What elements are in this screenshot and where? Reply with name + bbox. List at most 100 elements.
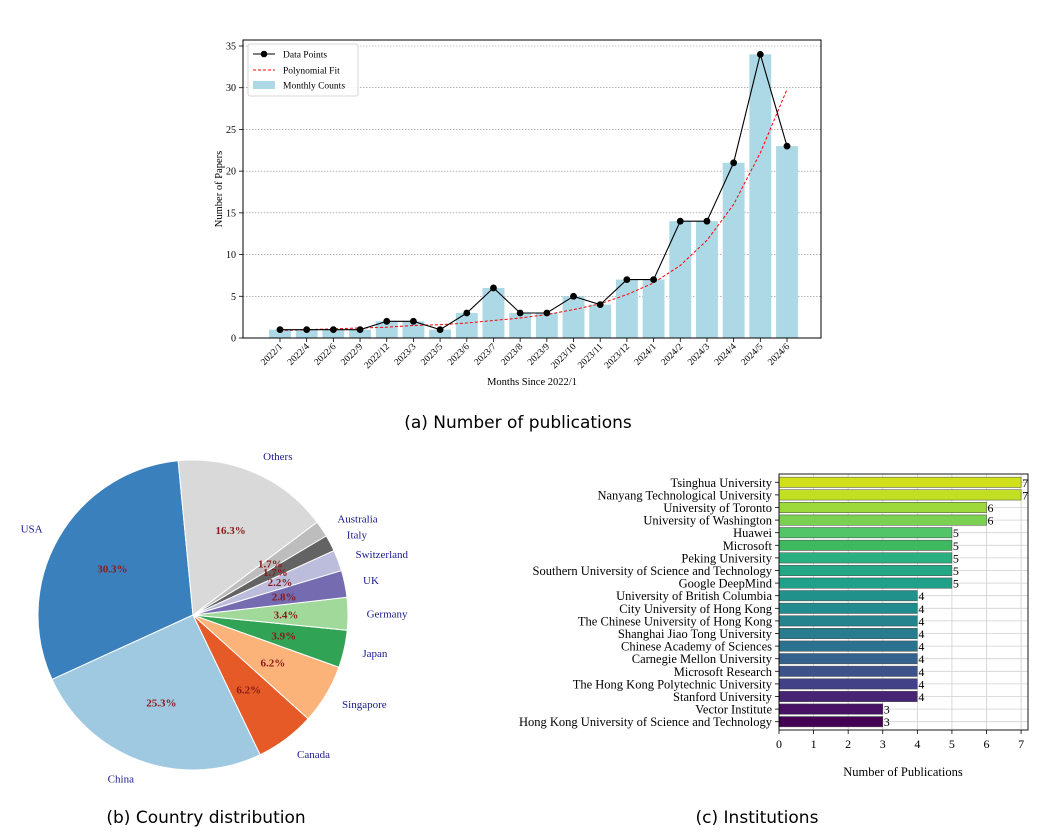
bar-2022/1 — [269, 329, 291, 338]
caption-c: (c) Institutions — [696, 808, 819, 828]
value-label: 4 — [918, 690, 924, 704]
bar-2 — [778, 502, 987, 513]
pie-slice-china — [51, 614, 261, 771]
y-tick-label: 15 — [226, 208, 236, 219]
bar-2022/12 — [375, 321, 398, 338]
y-tick-label: 25 — [226, 125, 236, 136]
value-label: 4 — [918, 665, 924, 679]
legend: Data Points Polynomial Fit Monthly Count… — [247, 43, 359, 97]
institution-label: University of Toronto — [663, 501, 772, 515]
x-tick-label: 2022/1 — [259, 342, 285, 368]
data-point-markers — [276, 50, 791, 334]
data-point-2023/10 — [570, 292, 577, 300]
institution-bars — [778, 476, 1022, 728]
y-tick-label: 35 — [226, 42, 236, 53]
x-axis-ticks: 0 1 2 3 4 5 6 7 — [776, 730, 1024, 751]
pct-label-china: 25.3% — [146, 697, 176, 709]
bar-18 — [778, 703, 883, 715]
institution-label: University of British Columbia — [616, 589, 772, 603]
x-tick-label: 2024/4 — [713, 342, 739, 368]
bar-1 — [778, 489, 1022, 501]
country-label-japan: Japan — [362, 648, 388, 660]
data-point-2022/1 — [276, 326, 284, 334]
bar-2023/3 — [402, 321, 425, 338]
bar-2022/9 — [349, 329, 371, 338]
x-tick-label: 2023/8 — [500, 342, 526, 368]
x-tick-label: 2022/12 — [363, 342, 392, 371]
legend-label-monthly-counts: Monthly Counts — [283, 82, 345, 92]
value-label: 4 — [918, 640, 924, 654]
plot-frame — [778, 473, 1029, 731]
x-tick-label: 2024/6 — [766, 342, 792, 368]
institution-label: Carnegie Mellon University — [632, 652, 773, 666]
institution-label: Tsinghua University — [670, 476, 772, 490]
x-axis-label: Months Since 2022/1 — [487, 377, 577, 388]
legend-bar-swatch — [253, 81, 275, 89]
data-point-2023/5 — [436, 326, 444, 334]
country-label-china: China — [108, 773, 134, 785]
bar-8 — [778, 577, 953, 589]
value-label: 6 — [988, 501, 994, 515]
pie-slice-others — [177, 459, 318, 616]
data-point-2022/6 — [329, 326, 337, 334]
country-pie-chart: 30.3%25.3%6.2%6.2%3.9%3.4%2.8%2.2%1.7%1.… — [21, 451, 409, 828]
x-tick-label: 2024/2 — [660, 342, 686, 368]
bar-15 — [778, 665, 918, 677]
bar-2023/10 — [562, 296, 585, 338]
country-label-italy: Italy — [347, 529, 368, 541]
data-point-2023/3 — [410, 317, 417, 325]
x-tick-label: 7 — [1018, 737, 1024, 751]
bar-12 — [778, 628, 918, 639]
bar-2023/12 — [615, 279, 638, 338]
country-label-germany: Germany — [367, 609, 408, 621]
value-label: 5 — [953, 539, 959, 553]
x-tick-label: 5 — [949, 737, 955, 751]
bar-19 — [778, 716, 883, 728]
value-label: 7 — [1022, 476, 1028, 490]
institution-label: The Hong Kong Polytechnic University — [573, 677, 773, 691]
bar-9 — [778, 590, 918, 602]
data-point-2022/12 — [383, 317, 391, 325]
x-tick-label: 2023/12 — [603, 342, 632, 371]
x-tick-label: 2023/3 — [393, 342, 419, 368]
pie-slice-usa — [37, 460, 194, 681]
y-axis-ticks: 0 5 10 15 20 25 30 35 — [226, 42, 243, 345]
pie-percent-labels: 30.3%25.3%6.2%6.2%3.9%3.4%2.8%2.2%1.7%1.… — [97, 525, 298, 710]
x-tick-label: 3 — [880, 737, 886, 751]
bar-2023/11 — [589, 304, 612, 338]
institution-label: University of Washington — [643, 514, 772, 528]
bar-2024/2 — [669, 221, 692, 338]
bar-2024/3 — [696, 221, 718, 338]
bar-2023/5 — [429, 329, 452, 338]
plot-frame — [242, 39, 822, 339]
country-label-others: Others — [263, 451, 292, 463]
data-points-line — [280, 52, 788, 331]
institution-label: Vector Institute — [695, 703, 772, 717]
caption-a: (a) Number of publications — [404, 413, 632, 433]
value-label: 7 — [1022, 488, 1028, 502]
country-label-switzerland: Switzerland — [355, 549, 408, 561]
value-label: 4 — [918, 602, 924, 616]
institution-label: Stanford University — [673, 690, 773, 704]
x-tick-label: 2 — [845, 737, 851, 751]
y-axis-label: Number of Papers — [214, 151, 225, 227]
x-tick-label: 2022/9 — [339, 342, 365, 368]
x-tick-label: 2023/7 — [473, 342, 499, 368]
legend-frame — [247, 43, 359, 97]
pct-label-italy: 1.7% — [263, 567, 288, 579]
institution-label: Microsoft Research — [674, 665, 773, 679]
institution-label: The Chinese University of Hong Kong — [578, 614, 773, 628]
x-tick-label: 6 — [984, 737, 990, 751]
bar-2024/4 — [722, 162, 745, 338]
x-tick-label: 2023/9 — [526, 342, 552, 368]
bar-6 — [778, 552, 953, 564]
institution-label: Hong Kong University of Science and Tech… — [519, 715, 773, 729]
y-tick-label: 20 — [226, 167, 236, 178]
legend-data-points-marker — [260, 50, 268, 58]
x-tick-label: 2022/6 — [313, 342, 339, 368]
data-point-2022/9 — [356, 326, 364, 334]
